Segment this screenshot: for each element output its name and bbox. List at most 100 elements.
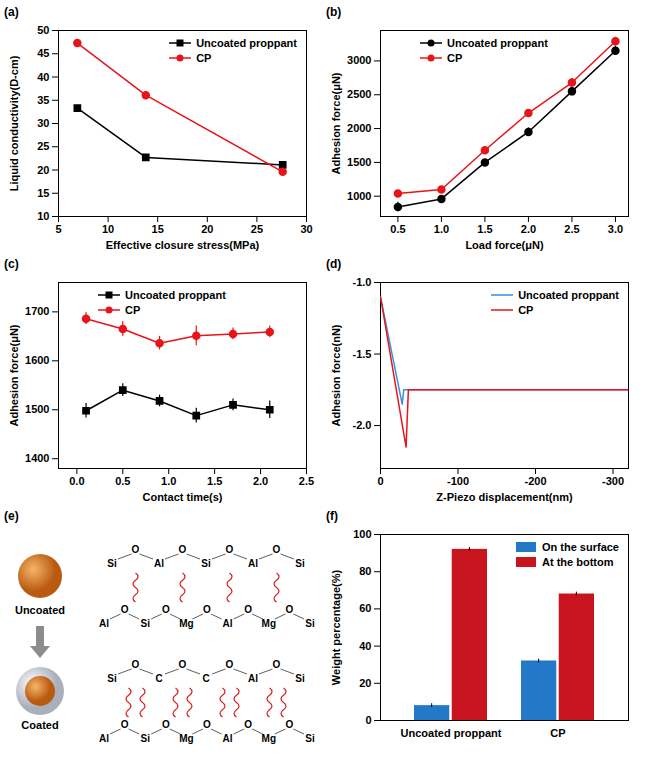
svg-text:30: 30 [37,117,49,129]
svg-text:100: 100 [353,528,371,540]
svg-text:2.5: 2.5 [564,223,579,235]
svg-text:Mg: Mg [179,618,193,629]
svg-text:Load force(μN): Load force(μN) [465,239,544,251]
svg-text:O: O [226,544,234,555]
svg-text:3.0: 3.0 [608,223,623,235]
svg-text:45: 45 [37,47,49,59]
svg-text:1.0: 1.0 [161,475,176,487]
svg-text:2.0: 2.0 [521,223,536,235]
svg-text:Z-Piezo displacement(nm): Z-Piezo displacement(nm) [436,491,573,503]
svg-text:Si: Si [295,558,305,569]
svg-text:O: O [132,659,140,670]
svg-text:Uncoated proppant: Uncoated proppant [401,727,502,739]
svg-text:O: O [244,604,252,615]
svg-text:O: O [179,544,187,555]
svg-text:Al: Al [248,673,258,684]
svg-text:Uncoated: Uncoated [15,604,65,616]
svg-text:1500: 1500 [25,403,49,415]
svg-text:O: O [286,719,294,730]
svg-text:80: 80 [359,565,371,577]
svg-text:0.0: 0.0 [69,475,84,487]
svg-text:O: O [286,604,294,615]
svg-text:Al: Al [99,618,109,629]
svg-text:0.5: 0.5 [390,223,405,235]
svg-text:15: 15 [152,223,164,235]
svg-text:10: 10 [102,223,114,235]
svg-text:Si: Si [295,673,305,684]
svg-text:20: 20 [359,677,371,689]
svg-text:O: O [179,659,187,670]
svg-text:O: O [121,604,129,615]
svg-text:Al: Al [99,733,109,744]
svg-text:1.5: 1.5 [207,475,222,487]
svg-text:40: 40 [359,640,371,652]
svg-text:Si: Si [107,558,117,569]
svg-text:60: 60 [359,602,371,614]
svg-text:Weight percentage(%): Weight percentage(%) [330,570,342,686]
svg-text:1500: 1500 [347,156,371,168]
svg-text:Al: Al [154,558,164,569]
svg-text:2500: 2500 [347,88,371,100]
svg-text:15: 15 [37,187,49,199]
svg-text:O: O [162,719,170,730]
svg-text:O: O [273,544,281,555]
svg-text:Si: Si [201,558,211,569]
svg-text:Si: Si [140,618,150,629]
svg-text:Contact time(s): Contact time(s) [142,491,222,503]
svg-text:Adhesion force(nN): Adhesion force(nN) [330,324,342,426]
svg-text:O: O [121,719,129,730]
svg-text:CP: CP [550,727,565,739]
svg-text:Mg: Mg [262,733,276,744]
svg-text:50: 50 [37,24,49,36]
svg-text:1.0: 1.0 [434,223,449,235]
svg-text:-1.0: -1.0 [353,276,372,288]
svg-text:0: 0 [377,475,383,487]
svg-text:0: 0 [365,714,371,726]
svg-text:Adhesion force(μN): Adhesion force(μN) [330,72,342,174]
svg-text:-100: -100 [447,475,469,487]
svg-text:2.5: 2.5 [299,475,314,487]
svg-text:1000: 1000 [347,190,371,202]
svg-text:Al: Al [223,733,233,744]
svg-text:Mg: Mg [179,733,193,744]
svg-text:0.5: 0.5 [115,475,130,487]
svg-text:5: 5 [55,223,61,235]
svg-text:40: 40 [37,71,49,83]
svg-text:O: O [226,659,234,670]
svg-text:25: 25 [251,223,263,235]
svg-text:Si: Si [305,618,315,629]
svg-text:25: 25 [37,140,49,152]
svg-text:35: 35 [37,94,49,106]
svg-text:Si: Si [305,733,315,744]
svg-text:-1.5: -1.5 [353,348,372,360]
svg-text:Al: Al [248,558,258,569]
svg-text:2000: 2000 [347,122,371,134]
svg-text:-2.0: -2.0 [353,419,372,431]
svg-text:1600: 1600 [25,354,49,366]
svg-text:O: O [162,604,170,615]
svg-text:-200: -200 [524,475,546,487]
svg-text:-300: -300 [602,475,624,487]
svg-text:Al: Al [223,618,233,629]
svg-text:Adhesion force(μN): Adhesion force(μN) [8,324,20,426]
svg-text:3000: 3000 [347,54,371,66]
svg-text:30: 30 [300,223,312,235]
svg-text:2.0: 2.0 [253,475,268,487]
svg-text:O: O [132,544,140,555]
svg-text:Si: Si [140,733,150,744]
svg-text:O: O [203,604,211,615]
svg-text:1400: 1400 [25,452,49,464]
svg-text:Mg: Mg [262,618,276,629]
svg-text:Coated: Coated [21,719,58,731]
svg-text:1700: 1700 [25,305,49,317]
svg-text:O: O [273,659,281,670]
svg-text:10: 10 [37,210,49,222]
svg-text:20: 20 [37,164,49,176]
svg-text:C: C [202,673,209,684]
svg-text:Liquid conductivity(D-cm): Liquid conductivity(D-cm) [8,55,20,191]
svg-text:20: 20 [201,223,213,235]
svg-text:Si: Si [107,673,117,684]
svg-text:O: O [203,719,211,730]
svg-text:Effective closure stress(MPa): Effective closure stress(MPa) [106,239,260,251]
svg-text:1.5: 1.5 [477,223,492,235]
